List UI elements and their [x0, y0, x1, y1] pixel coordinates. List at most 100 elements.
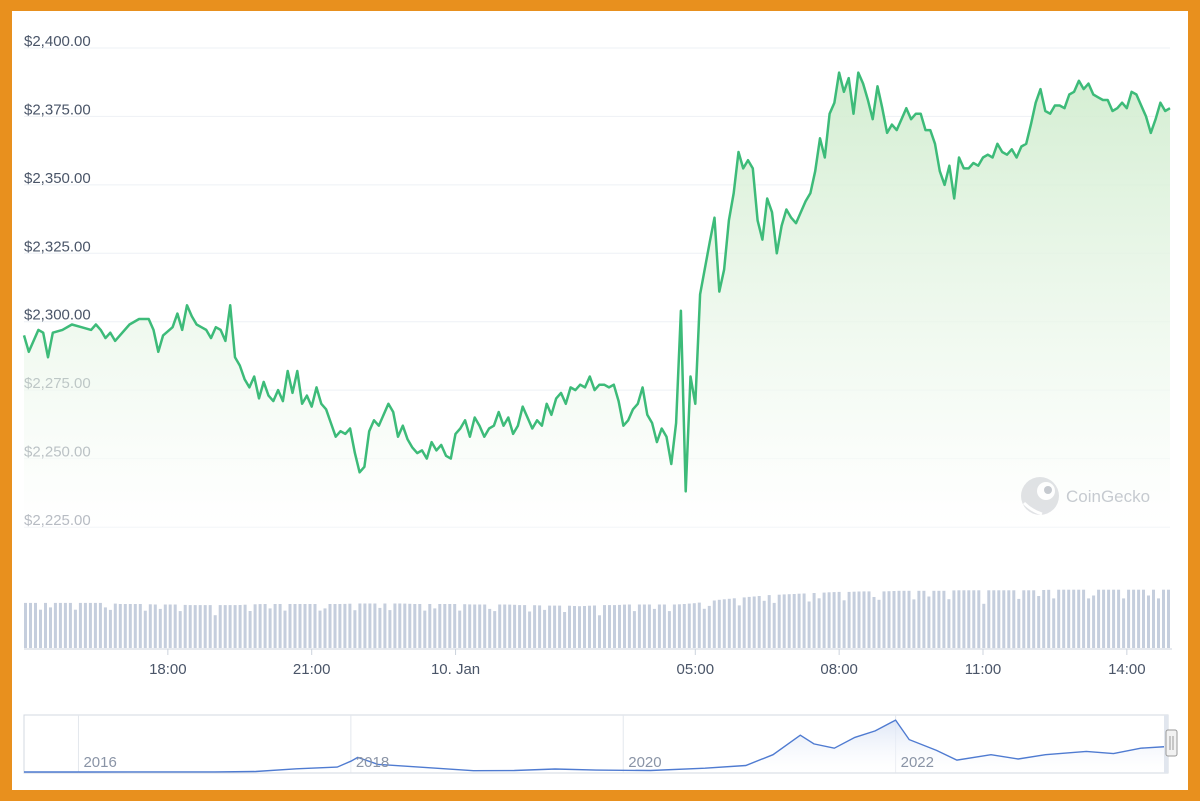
volume-bar: [138, 604, 142, 648]
volume-bar: [183, 604, 187, 648]
volume-bar: [867, 591, 871, 648]
volume-bar: [707, 605, 711, 648]
volume-bar: [118, 604, 122, 648]
volume-bar: [1067, 589, 1071, 648]
volume-bar: [328, 604, 332, 648]
volume-bar: [727, 598, 731, 648]
x-tick-label: 08:00: [820, 661, 858, 678]
volume-bar: [593, 605, 596, 648]
volume-bar: [1117, 589, 1121, 648]
volume-bar: [518, 605, 522, 648]
volume-bar: [637, 604, 641, 648]
volume-bar: [373, 603, 377, 649]
volume-bar: [822, 592, 826, 648]
price-line[interactable]: [22, 71, 1171, 493]
volume-bar: [672, 604, 676, 648]
volume-bar: [368, 603, 372, 649]
chart-frame: $2,400.00 $2,375.00 $2,350.00 $2,325.00 $2,3…: [12, 11, 1188, 790]
volume-bar: [687, 603, 691, 648]
volume-bar: [533, 605, 537, 648]
volume-bar: [93, 602, 97, 648]
volume-bar: [198, 605, 202, 648]
volume-bar: [757, 596, 761, 648]
volume-bar: [98, 602, 102, 648]
volume-bar: [1057, 589, 1061, 648]
x-tick-label: 05:00: [677, 661, 715, 678]
volume-bar: [483, 604, 487, 648]
volume-bar: [987, 590, 991, 649]
y-tick-label: $2,375.00: [24, 101, 91, 118]
range-navigator[interactable]: 2016 2018 2020 2022: [23, 714, 1178, 774]
x-tick-label: 14:00: [1108, 661, 1146, 678]
volume-bar: [148, 604, 152, 648]
volume-bar: [917, 590, 921, 648]
volume-bar: [1052, 598, 1056, 648]
volume-bar: [348, 603, 352, 648]
volume-bar: [677, 604, 681, 648]
volume-bar: [143, 610, 147, 648]
volume-bar: [513, 604, 517, 648]
price-area-fill: [24, 72, 1170, 527]
volume-bar: [528, 611, 532, 648]
volume-bar: [1077, 589, 1081, 648]
volume-bar: [108, 609, 112, 648]
volume-bar: [1167, 589, 1170, 648]
navigator-handle-right[interactable]: [1165, 729, 1178, 757]
volume-bar: [438, 604, 442, 648]
volume-bar: [168, 604, 172, 648]
volume-bar: [1157, 598, 1160, 648]
volume-bar: [732, 598, 736, 648]
volume-bar: [977, 590, 981, 649]
volume-bar: [468, 604, 472, 648]
volume-bar: [338, 604, 342, 648]
volume-bar: [902, 590, 906, 648]
volume-bar: [742, 597, 746, 648]
volume-bar: [458, 610, 462, 648]
volume-bar: [403, 603, 407, 648]
volume-bar: [53, 602, 57, 648]
volume-bar: [962, 590, 966, 649]
volume-bar: [418, 604, 422, 648]
volume-bar: [573, 606, 576, 648]
volume-bar: [488, 608, 492, 648]
volume-bar: [448, 604, 452, 648]
volume-bar: [508, 604, 512, 648]
volume-bar: [832, 592, 836, 648]
volume-bar: [812, 593, 816, 648]
volume-bar: [203, 605, 207, 648]
volume-bar: [618, 604, 621, 648]
volume-bar: [73, 609, 77, 648]
volume-bar: [343, 603, 347, 648]
volume-bar: [1082, 589, 1086, 648]
volume-bar: [463, 604, 467, 648]
volume-bar: [897, 590, 901, 648]
volume-bar: [1062, 589, 1066, 648]
x-tick-label: 10. Jan: [431, 661, 480, 678]
volume-bar: [393, 603, 397, 649]
navigator-year-label: 2016: [83, 754, 116, 771]
volume-bar: [433, 608, 437, 648]
volume-bar: [563, 612, 567, 648]
volume-bar: [39, 609, 42, 648]
volume-bar: [827, 592, 831, 648]
volume-bar: [163, 604, 167, 648]
volume-bar: [34, 602, 37, 648]
volume-bar: [258, 604, 262, 648]
volume-bar: [747, 596, 751, 648]
volume-bar: [877, 599, 881, 648]
volume-bar: [223, 605, 227, 648]
volume-bar: [538, 605, 542, 648]
volume-bars: [24, 589, 1170, 649]
price-chart: $2,400.00 $2,375.00 $2,350.00 $2,325.00 $2,3…: [22, 33, 1178, 774]
volume-bar: [153, 604, 157, 648]
volume-bar: [308, 604, 312, 648]
volume-bar: [363, 603, 367, 649]
y-tick-label: $2,350.00: [24, 170, 91, 187]
volume-bar: [29, 602, 32, 648]
volume-bar: [608, 605, 611, 648]
volume-bar: [997, 590, 1001, 649]
volume-bar: [1132, 589, 1136, 648]
volume-bar: [1022, 590, 1026, 649]
x-axis-labels: 18:00 21:00 10. Jan 05:00 08:00 11:00 14:00: [149, 649, 1146, 678]
volume-bar: [268, 608, 272, 648]
